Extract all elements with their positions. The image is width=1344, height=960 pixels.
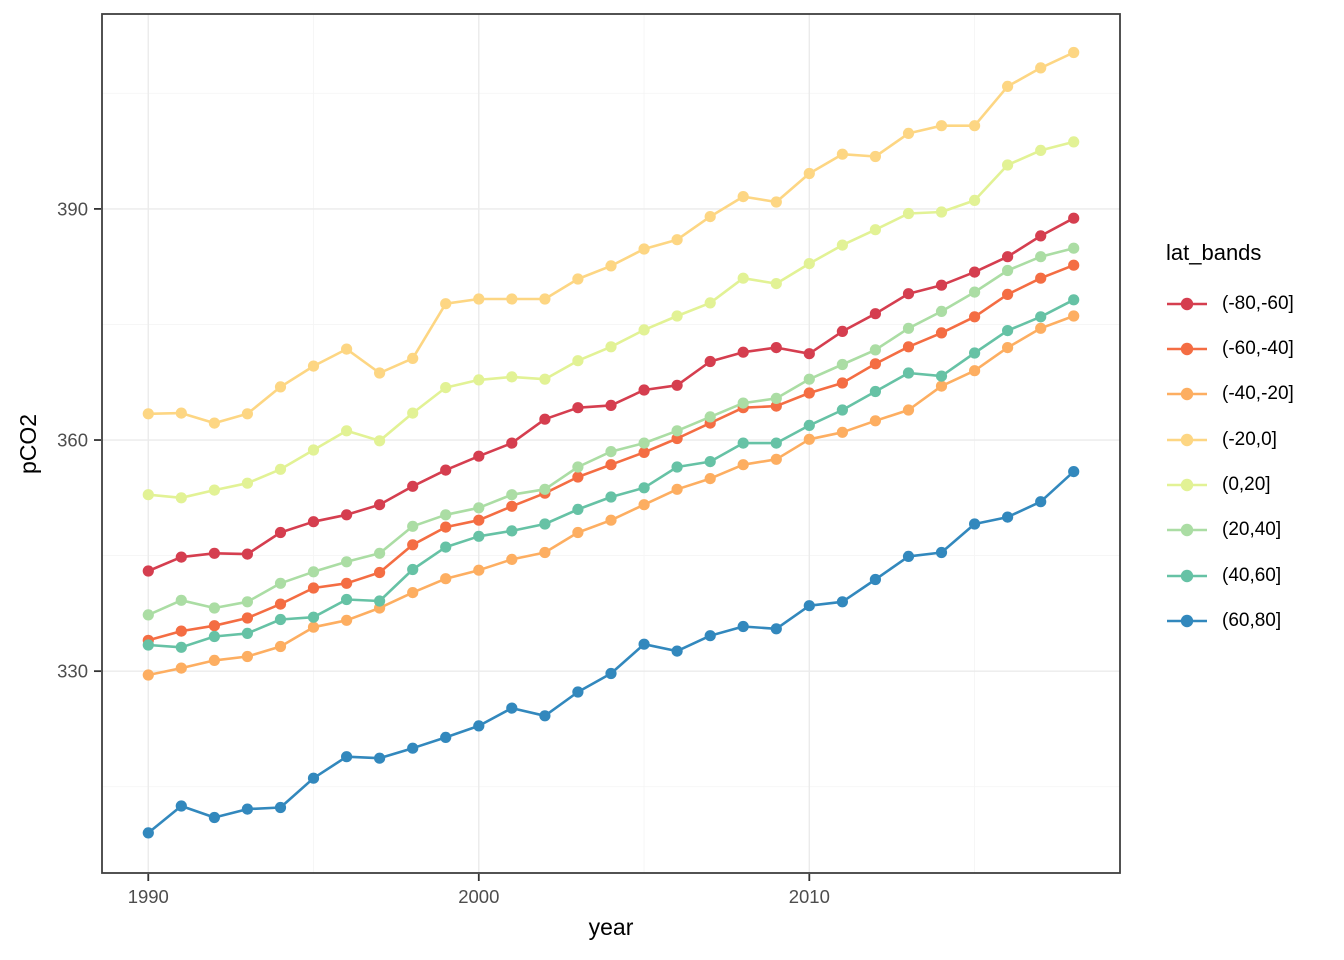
legend-key-icon [1167, 342, 1207, 356]
series-(-80,-60] [142, 212, 1080, 577]
y-axis-title: pCO2 [15, 413, 41, 475]
legend-label: (40,60] [1222, 564, 1282, 586]
legend-item-(40,60]: (40,60] [1166, 553, 1342, 598]
series-(40,60] [142, 294, 1080, 653]
series-(0,20] [142, 136, 1080, 504]
legend-label: (-20,0] [1222, 428, 1277, 450]
legend-label: (0,20] [1222, 473, 1271, 495]
series-(-40,-20] [142, 310, 1080, 681]
series-(60,80] [142, 466, 1080, 839]
legend-label: (20,40] [1222, 519, 1282, 541]
panel-border [101, 13, 1121, 874]
panel-background [102, 14, 1120, 873]
legend: lat_bands (-80,-60] (-60,-40] (-40,-20] (-2… [1166, 239, 1342, 644]
svg-text:2000: 2000 [458, 886, 499, 907]
svg-text:390: 390 [57, 198, 88, 219]
legend-title: lat_bands [1166, 240, 1262, 265]
legend-key-icon [1167, 614, 1207, 628]
legend-item-(-40,-20]: (-40,-20] [1166, 372, 1342, 417]
legend-item-(-20,0]: (-20,0] [1166, 417, 1342, 462]
grid-minor [102, 14, 1120, 873]
legend-item-(60,80]: (60,80] [1166, 598, 1342, 643]
svg-text:360: 360 [57, 430, 88, 451]
legend-label: (-60,-40] [1222, 337, 1294, 359]
x-tick-labels: 1990 2000 2010 [128, 886, 830, 907]
legend-item-(0,20]: (0,20] [1166, 462, 1342, 507]
svg-text:1990: 1990 [128, 886, 169, 907]
legend-key-icon [1167, 388, 1207, 401]
legend-key-icon [1167, 433, 1207, 446]
legend-item-(20,40]: (20,40] [1166, 508, 1342, 553]
axis-ticks [94, 208, 811, 881]
svg-text:330: 330 [57, 661, 88, 682]
svg-text:2010: 2010 [789, 886, 830, 907]
legend-label: (60,80] [1222, 609, 1282, 631]
legend-item-(-80,-60]: (-80,-60] [1166, 281, 1342, 326]
legend-items: (-80,-60] (-60,-40] (-40,-20] (-20,0] (0,20]… [1166, 281, 1342, 644]
legend-key-icon [1167, 569, 1207, 582]
legend-item-(-60,-40]: (-60,-40] [1166, 326, 1342, 371]
legend-key-icon [1167, 524, 1207, 537]
legend-key-icon [1167, 478, 1207, 492]
y-tick-labels: 330 360 390 [57, 198, 88, 681]
series-(20,40] [142, 242, 1080, 621]
x-axis-title: year [588, 914, 634, 940]
legend-key-icon [1167, 297, 1207, 310]
series-(-20,0] [142, 46, 1080, 429]
legend-label: (-40,-20] [1222, 383, 1294, 405]
legend-label: (-80,-60] [1222, 292, 1294, 314]
